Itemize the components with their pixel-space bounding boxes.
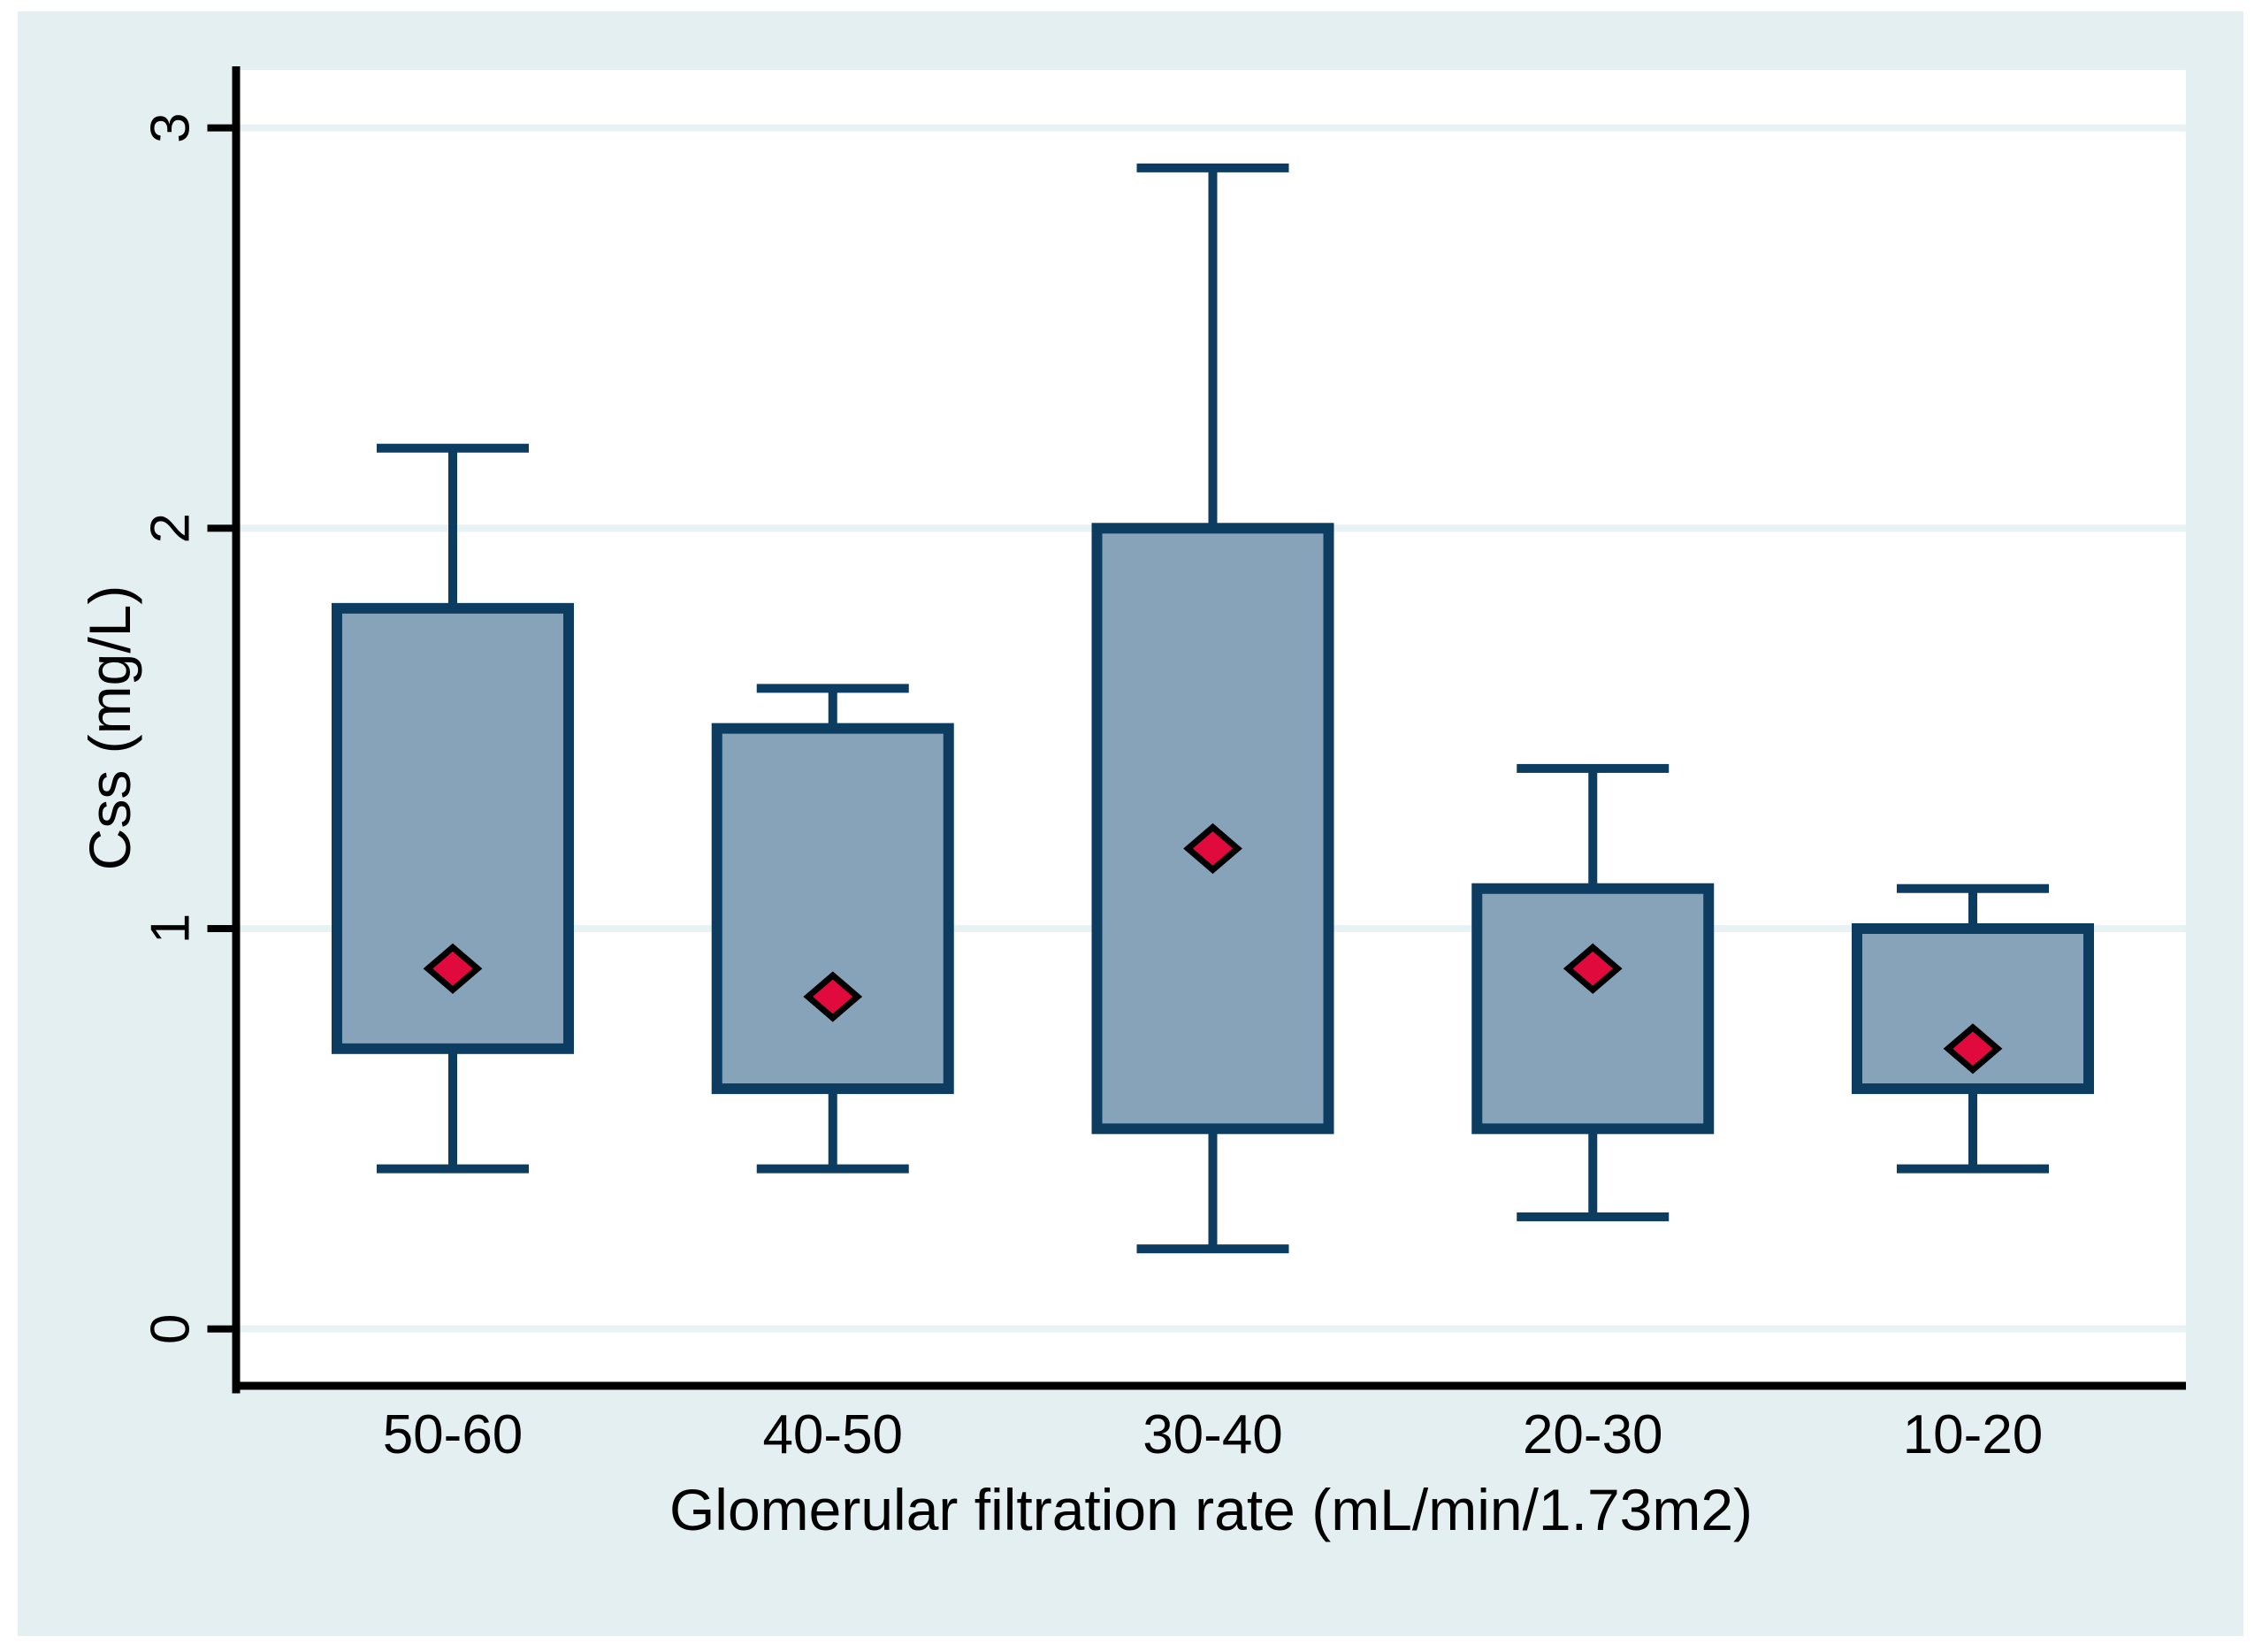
whisker-cap-low-20-30: [1517, 1212, 1670, 1221]
y-tick-3: [207, 124, 233, 132]
gridline-y-0: [236, 1325, 2186, 1333]
whisker-cap-high-40-50: [756, 684, 909, 693]
whisker-cap-low-50-60: [377, 1164, 529, 1174]
x-tick-label-50-60: 50-60: [383, 1404, 523, 1465]
whisker-cap-high-10-20: [1897, 883, 2049, 893]
x-tick-label-20-30: 20-30: [1523, 1404, 1663, 1465]
median-diamond-20-30: [1563, 943, 1623, 994]
y-tick-label-0: 0: [141, 1313, 202, 1343]
x-tick-label-40-50: 40-50: [762, 1404, 903, 1465]
gridline-y-3: [236, 124, 2186, 132]
y-tick-2: [207, 524, 233, 532]
iqr-box-40-50: [711, 723, 954, 1095]
x-tick-label-10-20: 10-20: [1903, 1404, 2044, 1465]
whisker-cap-high-30-40: [1136, 163, 1289, 172]
median-diamond-40-50: [803, 971, 863, 1022]
y-tick-label-1: 1: [141, 914, 202, 944]
whisker-cap-low-10-20: [1897, 1164, 2049, 1174]
x-tick-label-30-40: 30-40: [1142, 1404, 1283, 1465]
median-diamond-30-40: [1183, 822, 1242, 875]
iqr-box-20-30: [1471, 883, 1715, 1135]
x-axis-title: Glomerular filtration rate (mL/min/1.73m…: [669, 1477, 1753, 1542]
y-tick-1: [207, 925, 233, 932]
median-diamond-10-20: [1943, 1023, 2003, 1075]
whisker-cap-high-50-60: [377, 443, 529, 453]
whisker-cap-low-40-50: [756, 1164, 909, 1174]
whisker-cap-low-30-40: [1136, 1244, 1289, 1254]
y-axis-line: [232, 66, 241, 1394]
y-tick-label-2: 2: [141, 513, 202, 543]
y-tick-label-3: 3: [141, 112, 202, 142]
x-axis-line: [232, 1381, 2186, 1390]
median-diamond-50-60: [423, 943, 483, 994]
whisker-cap-high-20-30: [1517, 763, 1670, 773]
y-axis-title: Css (mg/L): [77, 585, 142, 871]
y-tick-0: [207, 1325, 233, 1333]
